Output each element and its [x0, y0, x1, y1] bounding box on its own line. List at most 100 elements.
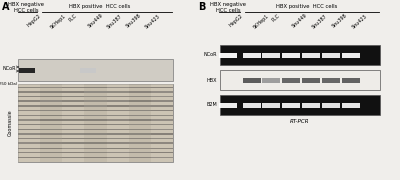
Bar: [62, 138, 84, 139]
Bar: [80, 68, 96, 73]
Bar: [262, 102, 280, 107]
Bar: [84, 138, 106, 139]
Bar: [106, 129, 129, 130]
Bar: [151, 148, 173, 149]
Bar: [262, 78, 280, 82]
Bar: [129, 96, 151, 97]
Text: HBX positive  HCC cells: HBX positive HCC cells: [276, 4, 338, 9]
Bar: [62, 133, 84, 135]
Bar: [18, 115, 40, 116]
Bar: [322, 102, 340, 107]
Text: Snu449: Snu449: [291, 13, 308, 29]
Text: HBX positive  HCC cells: HBX positive HCC cells: [69, 4, 131, 9]
Text: (250 kDa): (250 kDa): [0, 82, 17, 86]
Bar: [19, 68, 35, 73]
Bar: [243, 102, 261, 107]
Bar: [129, 110, 151, 111]
Bar: [62, 124, 84, 125]
Bar: [106, 119, 129, 121]
Bar: [151, 96, 173, 97]
Bar: [106, 91, 129, 93]
Bar: [84, 87, 106, 88]
Bar: [342, 78, 360, 82]
Bar: [62, 119, 84, 121]
Bar: [129, 105, 151, 107]
Bar: [106, 124, 129, 125]
Bar: [62, 87, 84, 88]
Bar: [62, 152, 84, 153]
Bar: [18, 119, 40, 121]
Bar: [40, 142, 62, 144]
Text: Snu387: Snu387: [106, 13, 123, 29]
Bar: [220, 95, 380, 115]
Bar: [106, 87, 129, 88]
Bar: [302, 53, 320, 57]
Bar: [40, 100, 62, 102]
Bar: [243, 53, 261, 57]
Bar: [84, 133, 106, 135]
Bar: [129, 91, 151, 93]
Bar: [129, 152, 151, 153]
Bar: [84, 110, 106, 111]
Bar: [151, 142, 173, 144]
Bar: [18, 84, 173, 162]
Bar: [40, 119, 62, 121]
Bar: [18, 157, 40, 158]
Bar: [62, 96, 84, 97]
Bar: [18, 138, 40, 139]
Bar: [151, 100, 173, 102]
Bar: [151, 91, 173, 93]
Bar: [62, 100, 84, 102]
Bar: [129, 138, 151, 139]
Bar: [40, 91, 62, 93]
Text: Snu423: Snu423: [351, 13, 368, 29]
Bar: [106, 152, 129, 153]
Bar: [18, 110, 40, 111]
Bar: [342, 102, 360, 107]
Text: PLC: PLC: [271, 13, 281, 23]
Text: HepG2: HepG2: [26, 13, 42, 28]
Bar: [282, 53, 300, 57]
Bar: [129, 157, 151, 158]
Bar: [106, 96, 129, 97]
Bar: [40, 115, 62, 116]
Bar: [84, 115, 106, 116]
Bar: [151, 129, 173, 130]
Bar: [106, 115, 129, 116]
Bar: [219, 53, 237, 57]
Bar: [220, 45, 380, 65]
Bar: [322, 78, 340, 82]
Bar: [62, 110, 84, 111]
Text: B: B: [198, 2, 205, 12]
Bar: [129, 133, 151, 135]
Bar: [106, 100, 129, 102]
Bar: [342, 53, 360, 57]
Bar: [129, 124, 151, 125]
Bar: [84, 148, 106, 149]
Bar: [106, 148, 129, 149]
Bar: [62, 84, 84, 162]
Bar: [18, 142, 40, 144]
Bar: [151, 119, 173, 121]
Bar: [18, 59, 173, 81]
Bar: [40, 133, 62, 135]
Text: PLC: PLC: [68, 13, 78, 23]
Bar: [40, 124, 62, 125]
Bar: [18, 84, 40, 162]
Bar: [151, 115, 173, 116]
Text: HBX negative
HCC cells: HBX negative HCC cells: [8, 2, 44, 13]
Text: Snu387: Snu387: [311, 13, 328, 29]
Bar: [62, 129, 84, 130]
Bar: [151, 87, 173, 88]
Bar: [84, 157, 106, 158]
Text: Snu398: Snu398: [331, 13, 348, 29]
Bar: [129, 84, 151, 162]
Bar: [106, 105, 129, 107]
Text: Coomassie: Coomassie: [8, 110, 12, 136]
Bar: [106, 133, 129, 135]
Bar: [40, 157, 62, 158]
Bar: [302, 102, 320, 107]
Bar: [84, 119, 106, 121]
Bar: [129, 87, 151, 88]
Bar: [129, 100, 151, 102]
